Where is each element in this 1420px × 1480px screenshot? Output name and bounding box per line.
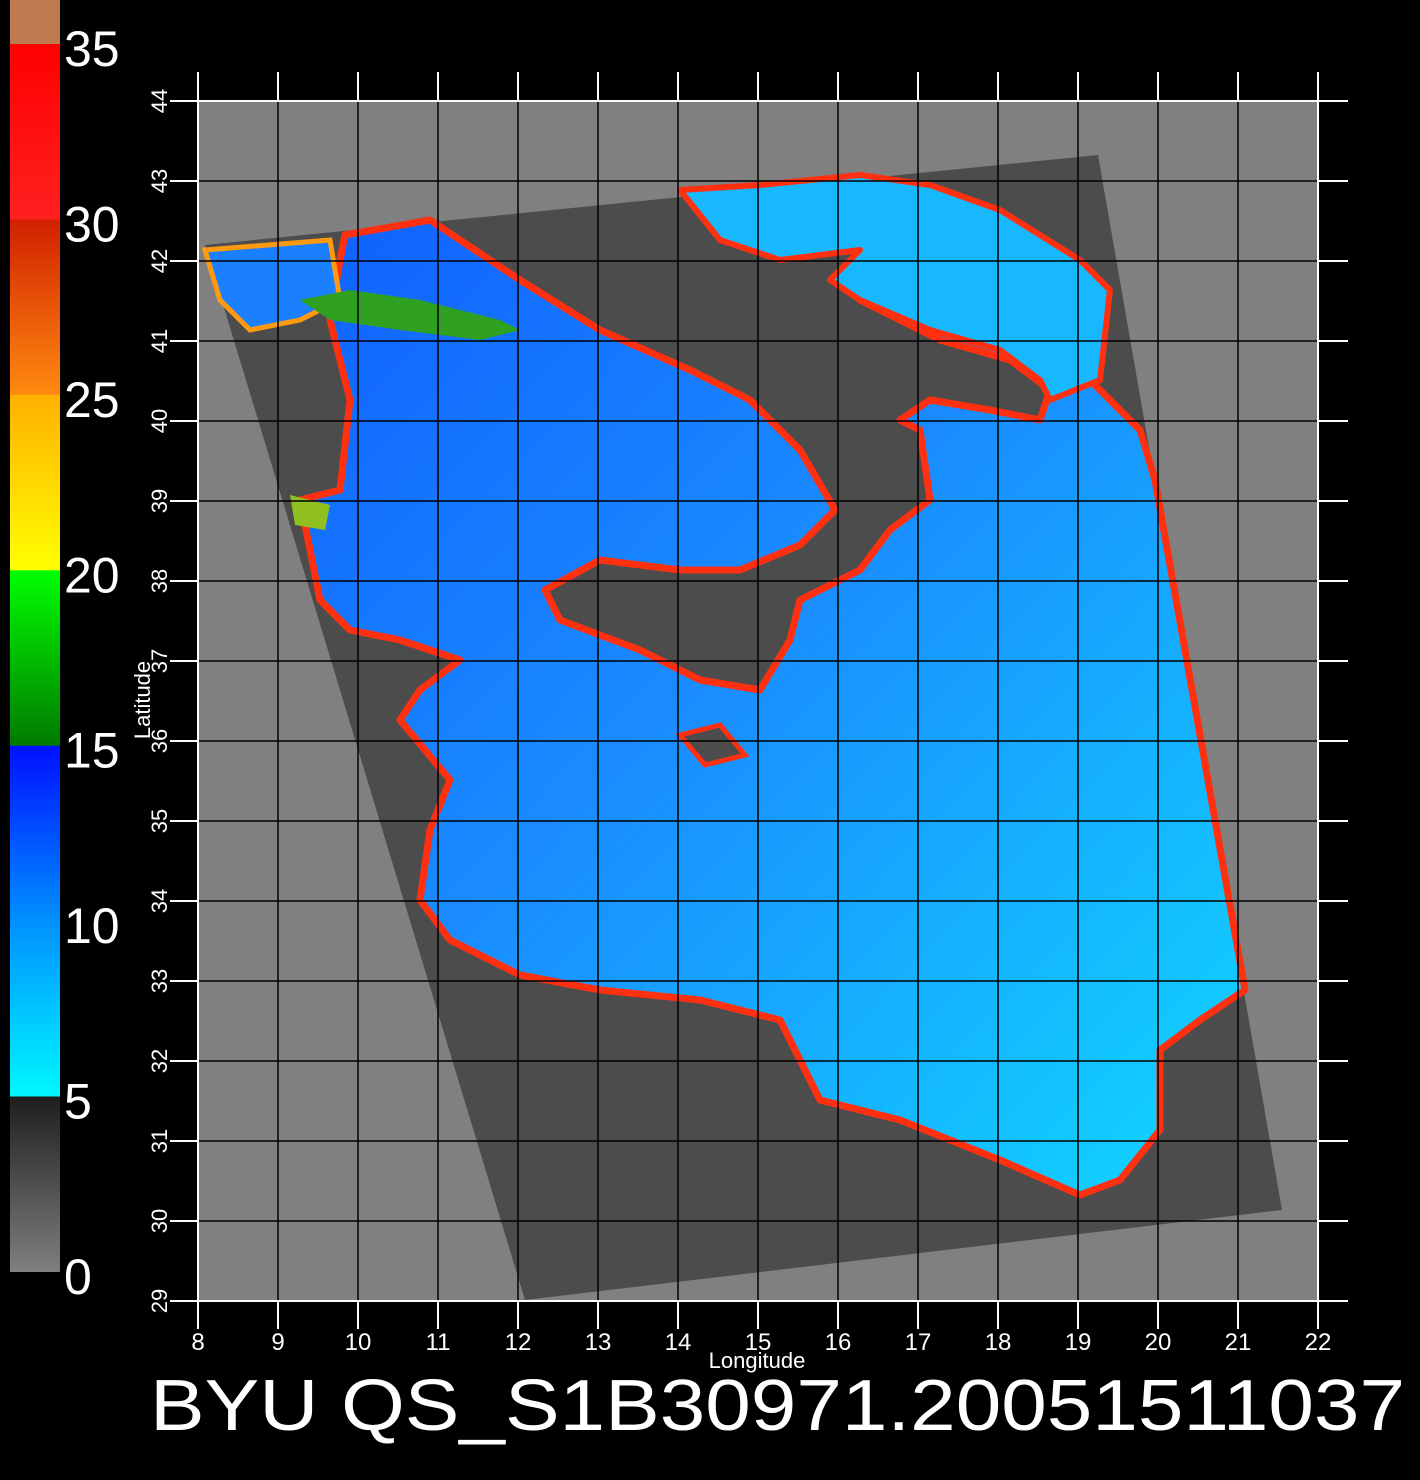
- grid: [198, 101, 1318, 1301]
- x-tick-label: 8: [191, 1329, 204, 1356]
- y-tick-label: 42: [147, 249, 172, 273]
- high-wind-patch: [300, 290, 520, 340]
- high-wind-patch: [290, 495, 330, 530]
- axes: 8 9 10 11 12 13 14 15 16 17 18 19 20 21 22 29 30 31 32 33 34…: [64, 21, 1348, 1356]
- x-tick-label: 20: [1145, 1329, 1172, 1356]
- colorbar-scale: [10, 44, 60, 1272]
- x-tick-label: 14: [665, 1329, 692, 1356]
- x-tick-label: 13: [585, 1329, 612, 1356]
- y-tick-label: 38: [147, 569, 172, 593]
- y-tick-label: 32: [147, 1049, 172, 1073]
- colorbar-label: 5: [64, 1074, 92, 1130]
- north-wind-field: [201, 237, 343, 333]
- y-tick-label: 33: [147, 969, 172, 993]
- x-tick-label: 15: [745, 1329, 772, 1356]
- x-tick-label: 16: [825, 1329, 852, 1356]
- island: [675, 722, 750, 768]
- x-tick-label: 17: [905, 1329, 932, 1356]
- colorbar-overflow: [10, 0, 60, 44]
- colorbar-label: 0: [64, 1249, 92, 1305]
- y-tick-label: 44: [147, 89, 172, 113]
- y-tick-label: 30: [147, 1209, 172, 1233]
- y-tick-label: 36: [147, 729, 172, 753]
- colorbar-label: 15: [64, 723, 120, 779]
- x-tick-label: 11: [426, 1329, 451, 1356]
- y-tick-label: 29: [147, 1289, 172, 1313]
- x-tick-label: 10: [345, 1329, 372, 1356]
- title: BYU QS_S1B30971.20051511037: [150, 1366, 1405, 1446]
- x-axis-label: Longitude: [709, 1348, 806, 1373]
- map-area: [198, 101, 1318, 1301]
- colorbar: [10, 0, 60, 1272]
- colorbar-label: 25: [64, 372, 120, 428]
- y-tick-label: 35: [147, 809, 172, 833]
- x-tick-label: 22: [1305, 1329, 1332, 1356]
- colorbar-label: 10: [64, 898, 120, 954]
- y-axis-label: Latitude: [130, 661, 155, 739]
- x-tick-label: 19: [1065, 1329, 1092, 1356]
- x-tick-label: 12: [505, 1329, 532, 1356]
- x-tick-label: 18: [985, 1329, 1012, 1356]
- y-tick-label: 40: [147, 409, 172, 433]
- y-tick-label: 41: [147, 329, 172, 353]
- x-tick-label: 21: [1225, 1329, 1252, 1356]
- y-tick-label: 43: [147, 169, 172, 193]
- y-tick-label: 31: [147, 1129, 172, 1153]
- colorbar-label: 30: [64, 196, 120, 252]
- y-tick-label: 37: [147, 649, 172, 673]
- colorbar-label: 20: [64, 547, 120, 603]
- y-tick-label: 39: [147, 489, 172, 513]
- colorbar-label: 35: [64, 21, 120, 77]
- x-tick-label: 9: [271, 1329, 284, 1356]
- y-tick-label: 34: [147, 889, 172, 913]
